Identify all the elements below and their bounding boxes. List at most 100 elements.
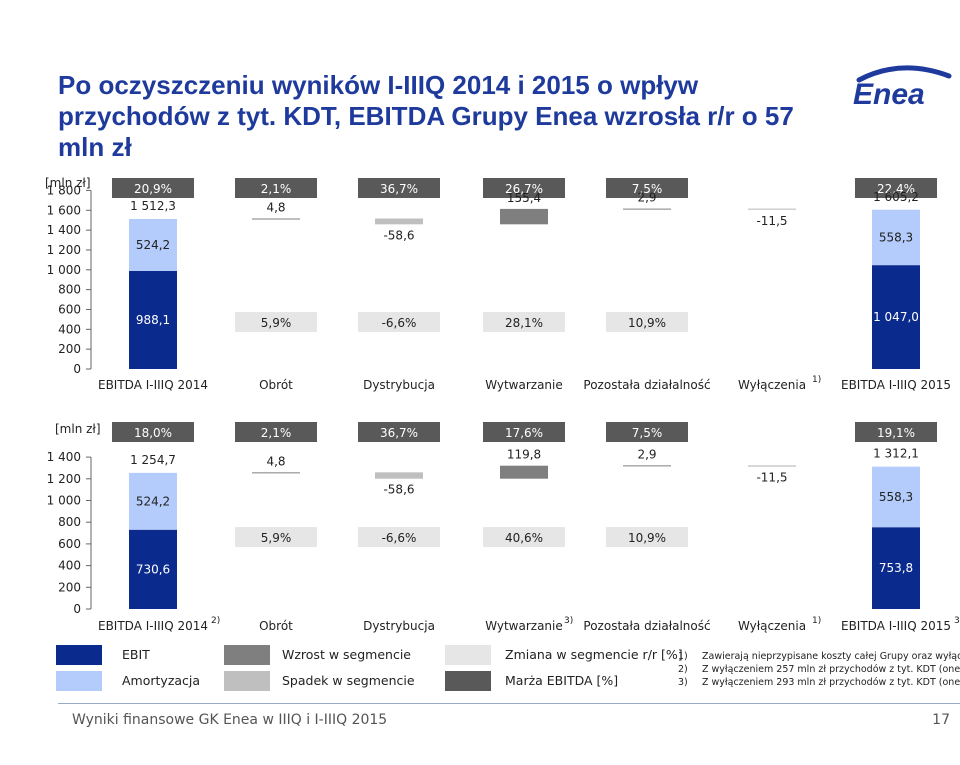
yoy-change-label: 40,6%	[505, 531, 543, 545]
footer-text: Wyniki finansowe GK Enea w IIIQ i I-IIIQ…	[72, 712, 388, 728]
yoy-change-badge	[358, 312, 440, 332]
y-tick-label: 800	[58, 283, 81, 297]
yoy-change-label: 10,9%	[628, 316, 666, 330]
change-value-label: 4,8	[266, 454, 285, 468]
yoy-change-badge	[483, 312, 565, 332]
y-tick-label: 200	[58, 580, 81, 594]
y-tick-label: 1 200	[47, 243, 81, 257]
change-value-label: -58,6	[383, 483, 414, 497]
category-label: Dystrybucja	[363, 378, 435, 392]
increase-bar	[623, 465, 671, 467]
change-value-label: -11,5	[756, 471, 787, 485]
category-label: Pozostała działalność	[583, 619, 710, 633]
ebit-value-label: 753,8	[879, 561, 913, 575]
total-value-label: 1 605,2	[873, 190, 919, 204]
y-tick-label: 0	[73, 362, 81, 376]
unit-label: [mln zł]	[45, 176, 91, 190]
total-value-label: 1 312,1	[873, 447, 919, 461]
footnote: 3) Z wyłączeniem 293 mln zł przychodów z …	[678, 677, 960, 688]
margin-badge-label: 2,1%	[261, 426, 292, 440]
unit-label: [mln zł]	[55, 422, 101, 436]
amortization-value-label: 524,2	[136, 494, 170, 508]
amortization-bar	[872, 209, 920, 266]
decrease-bar	[375, 472, 423, 479]
change-value-label: 2,9	[637, 447, 656, 461]
amortization-bar	[129, 472, 177, 530]
legend-label-margin: Marża EBITDA [%]	[505, 673, 619, 688]
yoy-change-label: 28,1%	[505, 316, 543, 330]
enea-logo: Enea	[853, 65, 952, 110]
y-tick-label: 1 600	[47, 203, 81, 217]
yoy-change-badge	[606, 312, 688, 332]
footnotes: 1) Zawierają nieprzypisane koszty całej G…	[678, 650, 960, 689]
increase-bar	[252, 218, 300, 220]
y-tick-label: 1 800	[47, 183, 81, 197]
margin-badge-label: 7,5%	[632, 426, 663, 440]
legend-label-amortization: Amortyzacja	[122, 673, 201, 688]
decrease-bar	[748, 208, 796, 210]
footnote: 1) Zawierają nieprzypisane koszty całej G…	[678, 651, 960, 662]
margin-badge	[606, 178, 688, 198]
category-label: Wytwarzanie	[485, 619, 563, 633]
y-tick-label: 200	[58, 342, 81, 356]
footer-divider	[58, 703, 960, 704]
yoy-change-label: 5,9%	[261, 316, 292, 330]
margin-badge	[606, 422, 688, 442]
yoy-change-badge	[606, 527, 688, 547]
amortization-value-label: 558,3	[879, 230, 913, 244]
change-value-label: 4,8	[266, 201, 285, 215]
legend-label-ebit: EBIT	[122, 647, 150, 662]
y-tick-label: 600	[58, 537, 81, 551]
legend-swatch-amortization	[56, 671, 102, 691]
decrease-bar	[375, 218, 423, 225]
ebit-value-label: 730,6	[136, 562, 170, 576]
category-label: Wyłączenia	[738, 378, 806, 392]
footnote-marker: 2)	[211, 616, 220, 626]
page-title: Po oczyszczeniu wyników I-IIIQ 2014 i 20…	[58, 70, 794, 162]
margin-badge-label: 22,4%	[877, 182, 915, 196]
margin-badge	[235, 422, 317, 442]
yoy-change-badge	[358, 527, 440, 547]
increase-bar	[252, 472, 300, 474]
y-tick-label: 1 400	[47, 223, 81, 237]
category-label: Obrót	[259, 378, 293, 392]
category-label: EBITDA I-IIIQ 2014	[98, 619, 208, 633]
change-value-label: -11,5	[756, 214, 787, 228]
margin-badge	[112, 422, 194, 442]
legend-swatch-margin	[445, 671, 491, 691]
y-tick-label: 1 000	[47, 494, 81, 508]
yoy-change-badge	[235, 527, 317, 547]
margin-badge	[855, 178, 937, 198]
increase-bar	[623, 208, 671, 210]
margin-badge-label: 26,7%	[505, 182, 543, 196]
footnote: 2) Z wyłączeniem 257 mln zł przychodów z …	[678, 664, 960, 675]
category-label: EBITDA I-IIIQ 2014	[98, 378, 208, 392]
category-label: Wytwarzanie	[485, 378, 563, 392]
y-tick-label: 400	[58, 559, 81, 573]
yoy-change-label: -6,6%	[382, 531, 417, 545]
svg-text:Enea: Enea	[853, 78, 925, 110]
legend-swatch-decrease	[224, 671, 270, 691]
margin-badge-label: 36,7%	[380, 182, 418, 196]
increase-bar	[500, 465, 548, 479]
margin-badge-label: 19,1%	[877, 426, 915, 440]
ebit-bar	[129, 270, 177, 369]
yoy-change-badge	[483, 527, 565, 547]
margin-badge	[358, 422, 440, 442]
ebit-bar	[129, 529, 177, 609]
margin-badge-label: 36,7%	[380, 426, 418, 440]
change-value-label: 155,4	[507, 191, 541, 205]
category-label: Pozostała działalność	[583, 378, 710, 392]
margin-badge-label: 18,0%	[134, 426, 172, 440]
margin-badge	[358, 178, 440, 198]
margin-badge-label: 2,1%	[261, 182, 292, 196]
yoy-change-badge	[235, 312, 317, 332]
footnote-marker: 3)	[954, 616, 960, 626]
ebit-value-label: 988,1	[136, 313, 170, 327]
y-tick-label: 1 000	[47, 263, 81, 277]
margin-badge-label: 7,5%	[632, 182, 663, 196]
margin-badge	[235, 178, 317, 198]
decrease-bar	[748, 465, 796, 467]
amortization-bar	[872, 466, 920, 528]
